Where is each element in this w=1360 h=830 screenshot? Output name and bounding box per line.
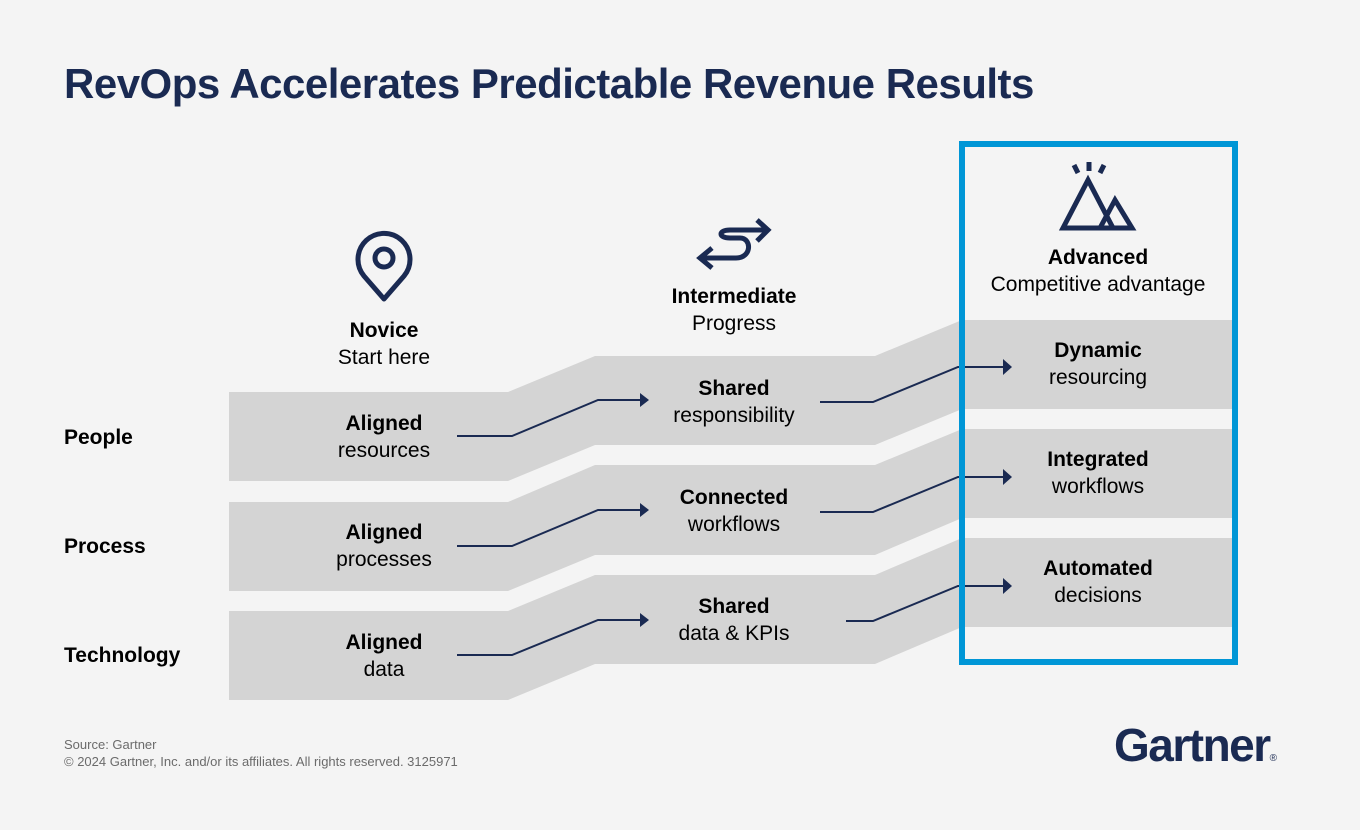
band-technology: [229, 538, 1238, 700]
copyright-note: © 2024 Gartner, Inc. and/or its affiliat…: [64, 754, 458, 769]
cell-bold: Aligned: [345, 412, 423, 435]
stage-name: Novice: [349, 319, 419, 342]
cell-regular: workflows: [1051, 475, 1145, 498]
cell-process-advanced: Integrated workflows: [978, 446, 1218, 500]
stage-subtitle: Progress: [691, 312, 777, 335]
source-note: Source: Gartner: [64, 737, 157, 752]
cell-bold: Dynamic: [1054, 339, 1142, 362]
footer: Source: Gartner © 2024 Gartner, Inc. and…: [64, 736, 458, 770]
logo-text: Gartner: [1114, 719, 1271, 771]
stage-name: Intermediate: [671, 285, 797, 308]
cell-bold: Shared: [698, 595, 770, 618]
cell-regular: data & KPIs: [678, 622, 790, 645]
cell-regular: responsibility: [673, 404, 795, 427]
cell-process-novice: Aligned processes: [264, 519, 504, 573]
cell-bold: Integrated: [1047, 448, 1149, 471]
cell-bold: Connected: [679, 486, 789, 509]
cell-technology-novice: Aligned data: [264, 629, 504, 683]
cell-process-intermediate: Connected workflows: [614, 484, 854, 538]
stage-subtitle: Competitive advantage: [990, 273, 1206, 296]
cell-regular: decisions: [1054, 584, 1142, 607]
page-title: RevOps Accelerates Predictable Revenue R…: [64, 60, 1034, 107]
cell-bold: Shared: [698, 377, 770, 400]
row-label-people: People: [64, 426, 133, 449]
gartner-logo: Gartner®: [1114, 718, 1277, 772]
connector-arrows: [457, 366, 1004, 656]
stage-subtitle: Start here: [337, 346, 431, 369]
mountain-peak-icon: [1058, 162, 1137, 231]
row-label-technology: Technology: [64, 644, 181, 667]
cell-regular: resources: [337, 439, 431, 462]
stage-name: Advanced: [1047, 246, 1149, 269]
cell-people-intermediate: Shared responsibility: [614, 375, 854, 429]
row-label-process: Process: [64, 535, 146, 558]
cell-bold: Aligned: [345, 631, 423, 654]
cell-regular: data: [363, 658, 405, 681]
stage-header-intermediate: Intermediate Progress: [604, 283, 864, 337]
cell-people-advanced: Dynamic resourcing: [978, 337, 1218, 391]
cell-regular: processes: [336, 548, 432, 571]
map-pin-icon: [355, 230, 413, 302]
cell-bold: Automated: [1043, 557, 1153, 580]
cell-bold: Aligned: [345, 521, 423, 544]
cell-people-novice: Aligned resources: [264, 410, 504, 464]
advanced-highlight-box: [959, 141, 1238, 665]
cell-regular: workflows: [687, 513, 781, 536]
stage-header-advanced: Advanced Competitive advantage: [968, 244, 1228, 298]
band-process: [229, 429, 1238, 591]
arrowheads: [640, 359, 1012, 627]
exchange-arrows-icon: [696, 218, 772, 270]
cell-technology-advanced: Automated decisions: [978, 555, 1218, 609]
cell-regular: resourcing: [1048, 366, 1148, 389]
band-people: [229, 320, 1238, 481]
cell-technology-intermediate: Shared data & KPIs: [614, 593, 854, 647]
stage-header-novice: Novice Start here: [254, 317, 514, 371]
registered-mark: ®: [1269, 753, 1278, 764]
